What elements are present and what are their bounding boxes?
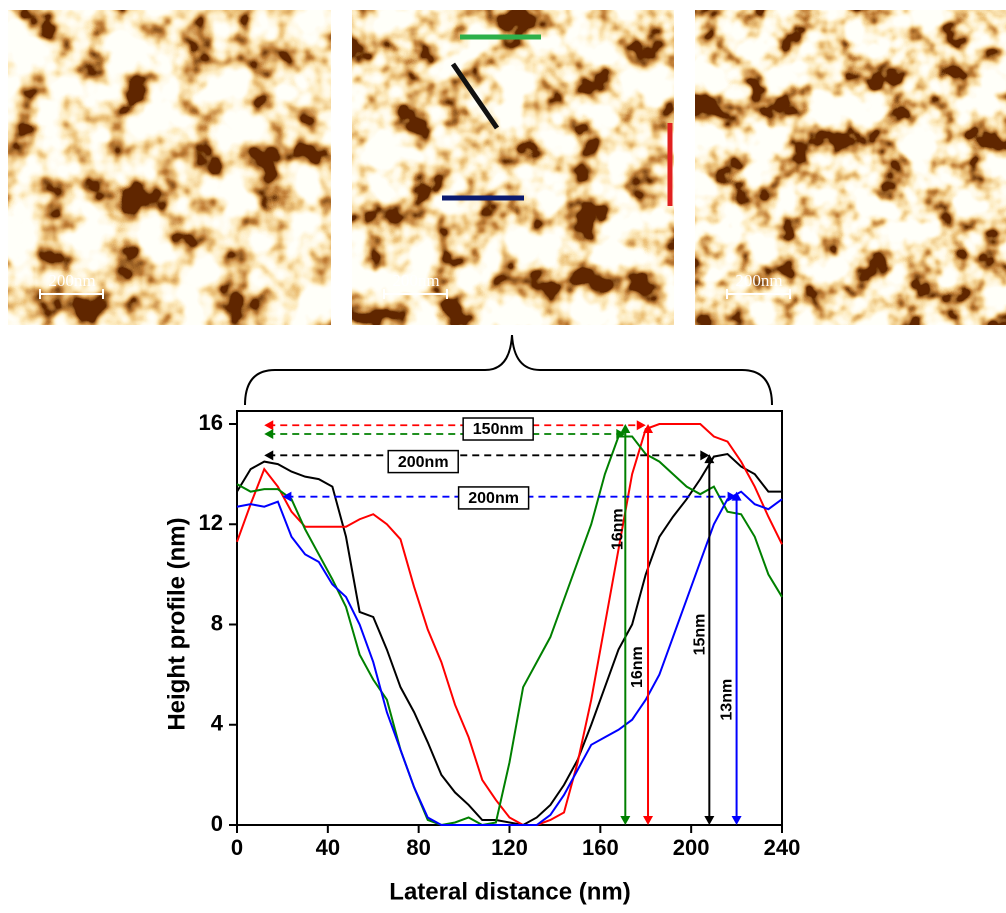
scale-label: 200nm bbox=[392, 271, 439, 290]
arrow-head bbox=[264, 420, 274, 431]
x-tick-label: 40 bbox=[316, 835, 340, 860]
arrow-head bbox=[731, 491, 742, 501]
y-tick-label: 16 bbox=[199, 410, 223, 435]
arrow-head bbox=[643, 816, 654, 825]
arrow-head bbox=[704, 454, 715, 464]
arrow-head bbox=[616, 429, 626, 440]
afm-texture bbox=[352, 10, 674, 325]
series-line bbox=[236, 490, 783, 826]
y-axis-title: Height profile (nm) bbox=[163, 517, 190, 730]
annotation: 200nm bbox=[468, 490, 519, 507]
label-box bbox=[462, 417, 534, 441]
afm-image: 200nm bbox=[695, 10, 1006, 325]
annotation: 200nm bbox=[398, 454, 449, 471]
arrow-head bbox=[620, 424, 631, 433]
annotation: 16nm bbox=[629, 646, 646, 688]
arrow-head bbox=[704, 816, 715, 825]
scale-label: 200nm bbox=[735, 271, 782, 290]
label-box bbox=[387, 449, 459, 474]
x-tick-label: 160 bbox=[582, 835, 619, 860]
x-tick-label: 80 bbox=[406, 835, 430, 860]
series-line bbox=[236, 435, 783, 827]
arrow-head bbox=[731, 816, 742, 825]
series-line bbox=[236, 452, 782, 827]
arrow-head bbox=[282, 491, 292, 502]
arrow-head bbox=[264, 450, 274, 461]
brace bbox=[244, 334, 773, 406]
x-tick-label: 240 bbox=[764, 835, 801, 860]
afm-image: 200nm bbox=[8, 10, 331, 325]
x-axis-title: Lateral distance (nm) bbox=[389, 878, 630, 905]
x-tick-label: 0 bbox=[231, 835, 243, 860]
y-tick-label: 8 bbox=[211, 610, 223, 635]
y-tick-label: 4 bbox=[211, 711, 224, 736]
series-line bbox=[236, 423, 783, 826]
arrow-head bbox=[636, 420, 646, 431]
afm-texture bbox=[8, 10, 331, 325]
arrow-head bbox=[620, 816, 631, 825]
afm-image: 200nm bbox=[352, 10, 674, 325]
label-box bbox=[457, 486, 530, 510]
arrow-head bbox=[700, 450, 710, 461]
annotation: 150nm bbox=[473, 421, 524, 438]
annotation: 13nm bbox=[719, 679, 736, 721]
annotation: 16nm bbox=[610, 508, 627, 550]
annotation: 15nm bbox=[691, 614, 708, 656]
arrow-head bbox=[643, 424, 654, 433]
profile-line bbox=[450, 62, 500, 130]
arrow-head bbox=[727, 491, 737, 502]
arrow-head bbox=[264, 429, 274, 440]
x-tick-label: 200 bbox=[673, 835, 710, 860]
scale-label: 200nm bbox=[48, 271, 95, 290]
x-tick-label: 120 bbox=[491, 835, 528, 860]
y-tick-label: 0 bbox=[211, 811, 223, 836]
y-tick-label: 12 bbox=[199, 510, 223, 535]
afm-texture bbox=[695, 10, 1006, 325]
